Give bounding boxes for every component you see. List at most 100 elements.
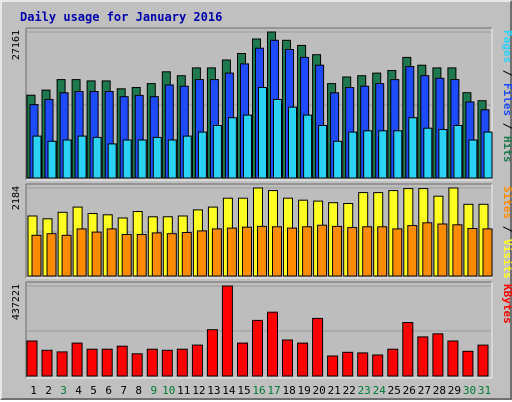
bar-sites-day-31 — [482, 228, 493, 277]
bar-pages-day-6 — [107, 143, 117, 179]
bar-sites-day-26 — [407, 225, 418, 277]
bar-sites-day-6 — [106, 228, 117, 277]
bar-kbytes-day-25 — [387, 348, 399, 377]
bar-sites-day-18 — [287, 227, 297, 277]
x-tick-label-day-20: 20 — [312, 384, 325, 397]
legend-item: Sites — [501, 186, 512, 219]
bar-sites-day-20 — [317, 224, 328, 277]
x-tick-label-day-24: 24 — [373, 384, 387, 397]
bar-pages-day-2 — [47, 140, 57, 179]
bar-kbytes-day-19 — [297, 342, 309, 377]
bar-sites-day-8 — [136, 234, 147, 277]
bar-pages-day-21 — [333, 140, 343, 179]
bar-kbytes-day-30 — [462, 350, 474, 377]
bar-pages-day-16 — [258, 87, 267, 179]
x-tick-label-day-29: 29 — [448, 384, 461, 397]
bar-kbytes-day-13 — [206, 329, 218, 377]
bar-pages-day-13 — [212, 125, 222, 179]
x-tick-label-day-3: 3 — [60, 384, 67, 397]
bar-kbytes-day-7 — [116, 345, 128, 377]
bar-sites-day-17 — [272, 226, 282, 277]
x-tick-label-day-5: 5 — [90, 384, 97, 397]
bar-pages-day-7 — [122, 139, 132, 179]
bar-kbytes-day-28 — [432, 333, 444, 377]
bar-pages-day-22 — [348, 131, 358, 179]
bar-pages-day-1 — [32, 135, 42, 179]
bar-sites-day-28 — [437, 223, 448, 277]
bar-pages-day-14 — [227, 117, 237, 179]
bar-pages-day-12 — [197, 131, 207, 179]
bar-sites-day-23 — [362, 226, 373, 277]
legend-item: / — [501, 63, 512, 83]
bar-kbytes-day-27 — [417, 336, 429, 377]
bar-pages-day-18 — [288, 106, 297, 179]
x-tick-label-day-9: 9 — [150, 384, 157, 397]
bar-kbytes-day-12 — [191, 344, 203, 377]
x-tick-label-day-27: 27 — [418, 384, 431, 397]
bar-sites-day-10 — [166, 233, 177, 277]
legend-item: Visits — [501, 239, 512, 279]
bar-kbytes-day-16 — [252, 319, 263, 377]
bar-sites-day-5 — [91, 231, 102, 277]
bar-sites-day-14 — [226, 227, 237, 277]
legend-item: KBytes — [501, 284, 512, 324]
bar-kbytes-day-8 — [131, 353, 143, 377]
y-axis-max-label: 27161 — [11, 30, 22, 60]
x-tick-label-day-18: 18 — [282, 384, 295, 397]
bar-kbytes-day-20 — [312, 317, 324, 377]
bar-kbytes-day-2 — [41, 349, 53, 377]
panel-legend: Pages / Files / Hits — [501, 30, 512, 163]
bar-kbytes-day-1 — [26, 340, 38, 377]
x-tick-label-day-30: 30 — [463, 384, 476, 397]
x-axis-labels: 1 2 3 4 5 6 7 8 9 10 11 12 13 14 15 16 17 18 19 20 21 22 23 24 2… — [30, 384, 491, 397]
bar-kbytes-day-9 — [146, 348, 158, 377]
x-tick-label-day-23: 23 — [358, 384, 371, 397]
bar-pages-day-23 — [363, 130, 373, 179]
x-tick-label-day-21: 21 — [328, 384, 341, 397]
x-tick-label-day-22: 22 — [343, 384, 356, 397]
panel-legend: Sites / Visits — [501, 186, 512, 279]
bar-kbytes-day-10 — [161, 349, 173, 377]
bar-kbytes-day-4 — [71, 342, 83, 377]
bar-pages-day-17 — [273, 98, 282, 179]
bar-kbytes-day-18 — [282, 339, 293, 377]
x-tick-label-day-11: 11 — [177, 384, 190, 397]
bar-kbytes-day-24 — [372, 354, 384, 377]
bar-sites-day-16 — [257, 225, 267, 277]
bar-sites-day-27 — [422, 222, 433, 277]
bar-sites-day-7 — [121, 234, 132, 277]
bar-kbytes-day-5 — [86, 348, 98, 377]
bar-kbytes-day-17 — [267, 311, 278, 377]
bar-pages-day-26 — [408, 117, 418, 179]
x-tick-label-day-14: 14 — [222, 384, 236, 397]
panel-hits-files-pages: 27161 Pages / Files / Hits — [11, 27, 512, 181]
panel-visits-sites: 2184 Sites / Visits — [11, 183, 512, 279]
x-tick-label-day-10: 10 — [162, 384, 175, 397]
bar-sites-day-30 — [467, 228, 478, 277]
x-tick-label-day-25: 25 — [388, 384, 401, 397]
panel-kbytes: 437221 KBytes — [11, 281, 512, 379]
bar-pages-day-4 — [77, 135, 87, 179]
x-tick-label-day-13: 13 — [207, 384, 220, 397]
bar-pages-day-28 — [438, 129, 448, 179]
x-tick-label-day-1: 1 — [30, 384, 37, 397]
y-axis-max-label: 437221 — [11, 284, 22, 320]
bar-pages-day-25 — [393, 130, 403, 179]
bar-sites-day-19 — [302, 226, 313, 277]
x-tick-label-day-31: 31 — [478, 384, 491, 397]
bar-kbytes-day-21 — [327, 355, 339, 377]
bar-pages-day-8 — [137, 139, 147, 179]
panel-legend: KBytes — [501, 284, 512, 324]
bar-pages-day-3 — [62, 139, 72, 179]
bar-pages-day-20 — [318, 125, 328, 179]
bar-pages-day-24 — [378, 130, 388, 179]
bar-pages-day-11 — [182, 135, 192, 179]
bar-sites-day-1 — [31, 234, 42, 277]
bar-pages-day-31 — [483, 131, 493, 179]
bar-pages-day-30 — [468, 139, 478, 179]
bar-sites-day-29 — [452, 224, 463, 277]
x-tick-label-day-4: 4 — [75, 384, 82, 397]
x-tick-label-day-28: 28 — [433, 384, 446, 397]
